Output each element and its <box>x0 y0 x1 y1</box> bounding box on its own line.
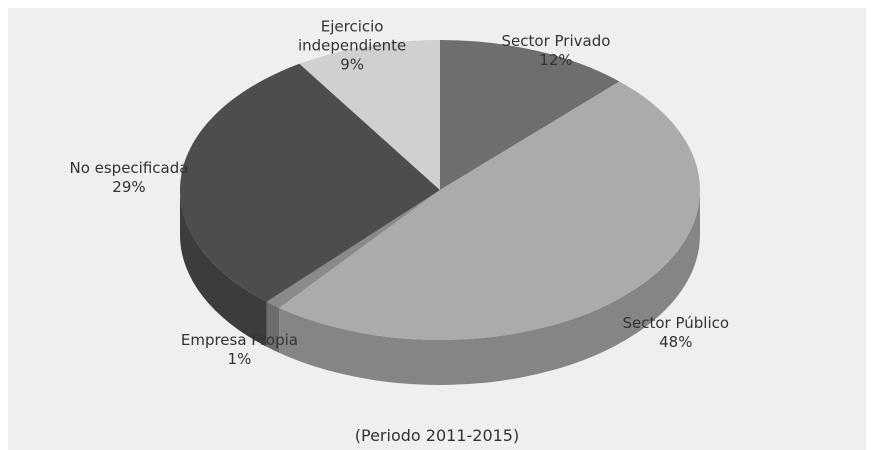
slice-side <box>266 301 280 353</box>
slice <box>440 40 620 190</box>
slice-label: Empresa Propia 1% <box>174 331 304 369</box>
value-label: 29% <box>112 178 146 197</box>
category-label: Ejercicio independiente <box>297 17 407 55</box>
category-label: Empresa Propia <box>180 330 298 349</box>
slice-label: Sector Público 48% <box>611 314 741 352</box>
slice-side <box>279 190 700 386</box>
slice-side <box>180 190 267 347</box>
category-label: No especificada <box>69 159 189 178</box>
category-label: Sector Privado <box>501 31 611 50</box>
category-label: Sector Público <box>622 314 730 333</box>
slice-label: Ejercicio independiente 9% <box>287 18 417 75</box>
chart-title: (Periodo 2011-2015) <box>354 426 520 445</box>
slice <box>299 40 440 190</box>
slice <box>279 81 700 341</box>
value-label: 12% <box>539 50 573 69</box>
slice <box>180 63 440 302</box>
slice-label: No especificada 29% <box>64 159 194 197</box>
value-label: 1% <box>227 349 252 368</box>
slice-label: Sector Privado 12% <box>491 32 621 70</box>
value-label: 9% <box>340 55 364 74</box>
slice <box>266 190 440 308</box>
value-label: 48% <box>659 333 693 352</box>
